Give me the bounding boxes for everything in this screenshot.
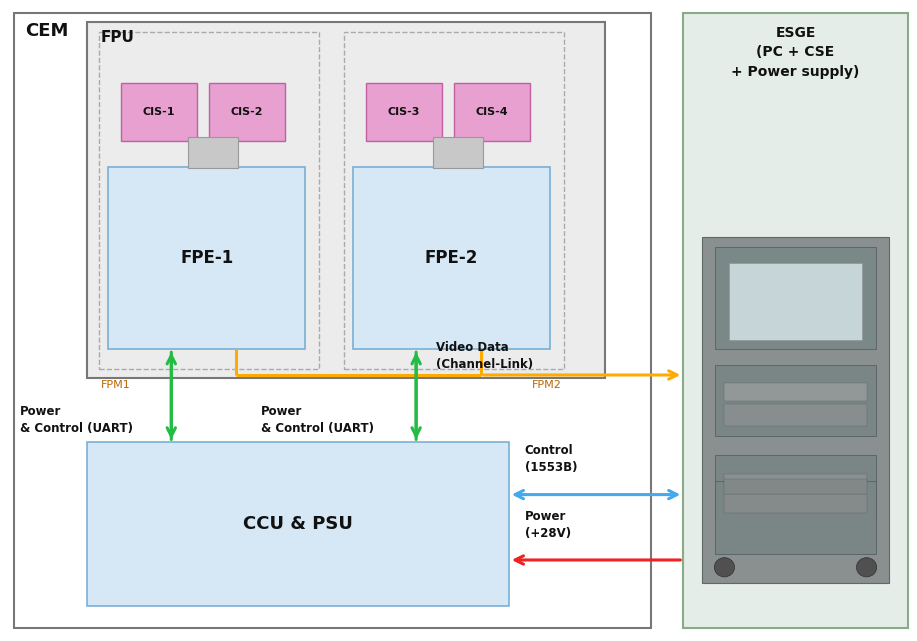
Text: Power
& Control (UART): Power & Control (UART) (261, 405, 374, 435)
Text: Control
(1553B): Control (1553B) (525, 444, 577, 474)
Bar (724, 383, 867, 401)
Text: Power
(+28V): Power (+28V) (525, 510, 570, 540)
Bar (99, 32, 319, 369)
Bar (724, 494, 867, 513)
Bar (715, 481, 876, 554)
Bar (724, 479, 867, 494)
Text: FPE-2: FPE-2 (425, 249, 479, 267)
Bar (188, 137, 238, 168)
Bar (724, 474, 867, 490)
Bar (433, 137, 483, 168)
Bar (454, 83, 530, 141)
Bar (366, 83, 442, 141)
Text: Power
& Control (UART): Power & Control (UART) (20, 405, 133, 435)
Text: CIS-1: CIS-1 (143, 107, 175, 117)
Text: FPM2: FPM2 (532, 380, 562, 390)
Text: FPE-1: FPE-1 (180, 249, 234, 267)
Bar (715, 455, 876, 519)
Text: CIS-2: CIS-2 (231, 107, 263, 117)
Bar (683, 13, 908, 628)
Bar (87, 442, 509, 606)
Bar (715, 365, 876, 436)
Bar (344, 32, 564, 369)
Bar (729, 263, 862, 340)
Text: CIS-4: CIS-4 (476, 107, 508, 117)
Bar (209, 83, 285, 141)
Bar (87, 22, 605, 378)
Ellipse shape (856, 558, 877, 577)
Text: CEM: CEM (25, 22, 68, 40)
Text: ESGE
(PC + CSE
+ Power supply): ESGE (PC + CSE + Power supply) (732, 26, 859, 79)
Bar (702, 237, 889, 583)
Bar (715, 247, 876, 349)
Bar (14, 13, 651, 628)
Text: Video Data
(Channel-Link): Video Data (Channel-Link) (436, 341, 533, 370)
Text: CCU & PSU: CCU & PSU (243, 515, 353, 533)
Bar (353, 167, 550, 349)
Ellipse shape (714, 558, 735, 577)
Bar (108, 167, 305, 349)
Bar (121, 83, 197, 141)
Bar (724, 404, 867, 426)
Text: CIS-3: CIS-3 (388, 107, 420, 117)
Text: FPU: FPU (101, 30, 135, 45)
Text: FPM1: FPM1 (101, 380, 130, 390)
